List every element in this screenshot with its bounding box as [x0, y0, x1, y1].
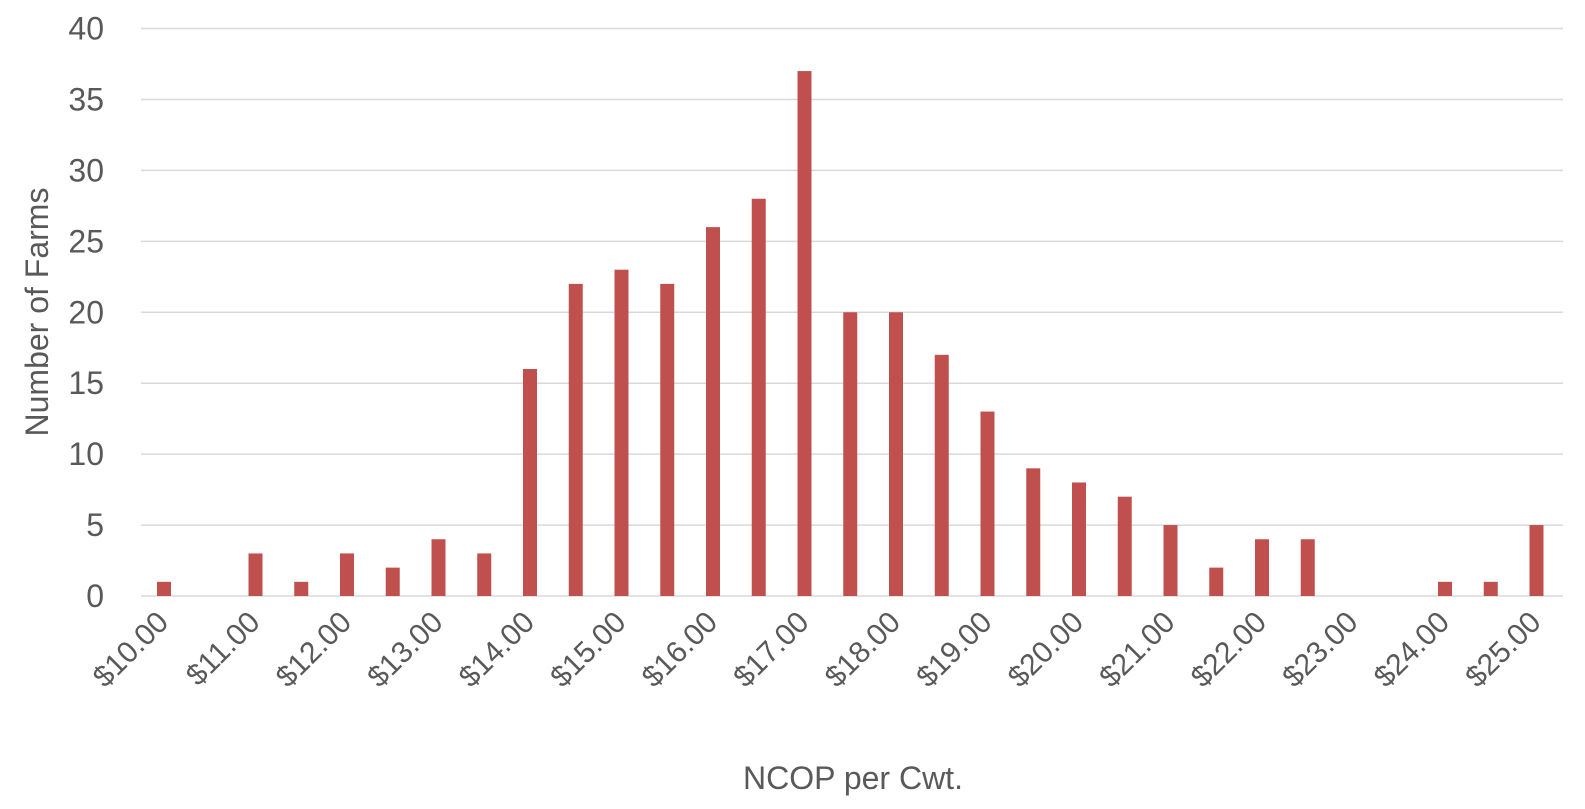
bar: [889, 312, 903, 596]
bar: [1438, 581, 1452, 596]
bar: [614, 269, 629, 596]
x-tick-label: $24.00: [1368, 606, 1456, 694]
x-tick-label: $13.00: [361, 606, 449, 694]
bar: [660, 283, 675, 596]
bar: [431, 539, 446, 596]
bar: [523, 369, 537, 596]
bar: [1117, 496, 1132, 596]
bar: [1483, 581, 1498, 596]
x-axis-ticks: $10.00 $11.00 $12.00 $13.00 $14.00 $15.00 $16.…: [87, 606, 1548, 694]
x-tick-label: $19.00: [910, 606, 998, 694]
x-tick-label: $11.00: [180, 606, 267, 693]
x-tick-label: $16.00: [636, 606, 724, 694]
bars: [157, 71, 1544, 596]
y-tick-label: 15: [68, 365, 104, 401]
bar: [706, 227, 720, 596]
bar: [157, 581, 171, 596]
x-tick-label: $23.00: [1276, 606, 1364, 694]
bar: [934, 354, 949, 596]
bar: [385, 567, 400, 596]
bar: [1209, 567, 1224, 596]
x-tick-label: $12.00: [270, 606, 358, 694]
y-axis-ticks: 0 5 10 15 20 25 30 35 40: [68, 11, 104, 615]
bar: [1072, 482, 1086, 596]
bar: [477, 553, 492, 596]
x-tick-label: $17.00: [727, 606, 815, 694]
y-tick-label: 25: [68, 223, 104, 259]
y-tick-label: 40: [68, 11, 104, 47]
bar: [980, 411, 995, 596]
x-tick-label: $22.00: [1185, 606, 1273, 694]
y-tick-label: 35: [68, 81, 104, 117]
bar: [1255, 539, 1269, 596]
bar: [843, 312, 858, 596]
bar: [294, 581, 309, 596]
bar: [751, 198, 766, 596]
x-tick-label: $21.00: [1093, 606, 1181, 694]
x-tick-label: $25.00: [1459, 606, 1547, 694]
y-tick-label: 20: [68, 294, 104, 330]
y-tick-label: 0: [86, 578, 104, 614]
x-axis-title: NCOP per Cwt.: [743, 760, 963, 796]
bar: [248, 553, 263, 596]
x-tick-label: $15.00: [544, 606, 632, 694]
x-tick-label: $14.00: [453, 606, 541, 694]
y-tick-label: 5: [86, 507, 104, 543]
y-axis-title: Number of Farms: [19, 188, 55, 437]
x-tick-label: $18.00: [819, 606, 907, 694]
bar: [1026, 468, 1041, 596]
bar: [797, 71, 812, 596]
bar: [1163, 525, 1178, 596]
x-tick-label: $10.00: [87, 606, 175, 694]
y-tick-label: 30: [68, 152, 104, 188]
bar: [1529, 525, 1544, 596]
bar: [568, 283, 583, 596]
x-tick-label: $20.00: [1002, 606, 1090, 694]
bar: [340, 553, 354, 596]
bar: [1300, 539, 1315, 596]
y-tick-label: 10: [68, 436, 104, 472]
